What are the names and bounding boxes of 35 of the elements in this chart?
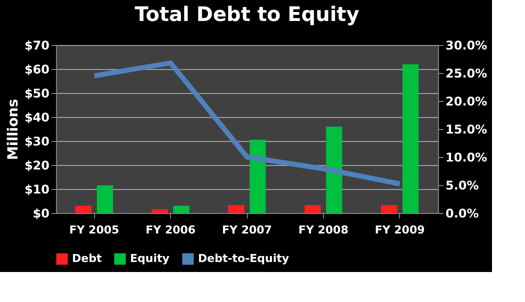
y-tick-label: $30 (24, 134, 50, 148)
y2-tick-label: 25.0% (446, 66, 488, 80)
legend-label: Equity (130, 252, 170, 265)
bar (228, 205, 244, 213)
legend-label: Debt-to-Equity (198, 252, 290, 265)
bar (152, 209, 168, 213)
chart-title: Total Debt to Equity (134, 2, 360, 26)
y2-tick-label: 0.0% (446, 206, 479, 220)
y2-tick-label: 15.0% (446, 122, 488, 136)
bar (96, 185, 114, 213)
y2-tick-label: 10.0% (446, 150, 488, 164)
y-tick-label: $50 (24, 86, 50, 100)
x-tick-label: FY 2009 (374, 224, 425, 236)
x-tick-label: FY 2008 (298, 224, 348, 236)
x-tick-label: FY 2006 (146, 224, 196, 236)
y-tick-label: $0 (32, 206, 50, 220)
y2-tick-label: 5.0% (446, 178, 479, 192)
y-tick-label: $10 (24, 182, 50, 196)
y-tick-label: $60 (24, 62, 50, 76)
y-tick-label: $20 (24, 158, 50, 172)
bar (75, 206, 92, 213)
bar (402, 64, 419, 213)
y-tick-label: $70 (24, 38, 50, 52)
y-tick-label: $40 (24, 110, 50, 124)
y2-tick-label: 20.0% (446, 94, 488, 108)
legend-label: Debt (72, 252, 102, 265)
bar (173, 206, 190, 213)
bar (304, 205, 321, 213)
bar (380, 205, 398, 213)
y-axis-title: Millions (5, 98, 22, 160)
y2-tick-label: 30.0% (446, 38, 488, 52)
x-tick-label: FY 2007 (222, 224, 272, 236)
x-tick-label: FY 2005 (69, 224, 120, 236)
bar (250, 140, 266, 213)
bar (326, 126, 342, 213)
